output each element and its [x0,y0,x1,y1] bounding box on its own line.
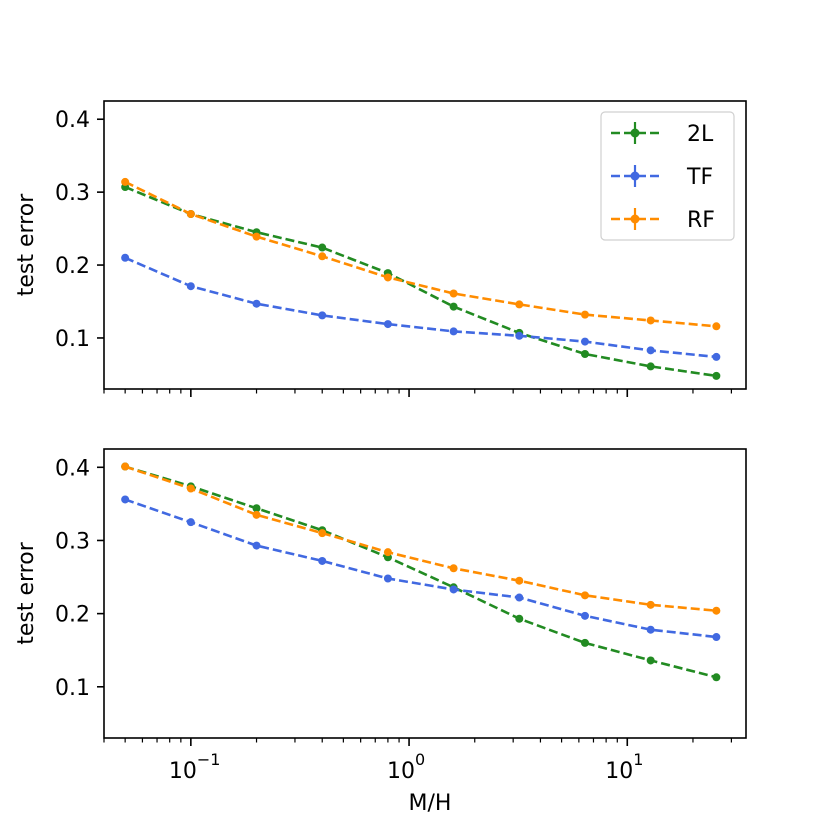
data-point [712,673,721,682]
data-point [186,210,195,219]
data-point [580,611,589,620]
y-tick-label: 0.1 [55,327,90,352]
data-point [252,299,261,308]
series-2l [121,183,721,380]
data-point [515,576,524,585]
data-point [712,322,721,331]
series-line [124,256,717,359]
series-2l [121,462,721,682]
data-point [580,310,589,319]
legend-item-rf: RF [611,208,715,233]
legend-item-2l: 2L [611,122,714,147]
data-point [515,331,524,340]
series-line [124,465,717,612]
data-point [712,371,721,380]
data-point [121,253,130,262]
data-point [580,591,589,600]
y-tick-label: 0.3 [55,181,90,206]
data-point [318,556,327,565]
data-point [646,316,655,325]
data-point [515,593,524,602]
x-tick-label-exponent: 1 [633,750,643,769]
legend: 2L TF RF [600,111,735,241]
data-point [121,495,130,504]
panel-1: 0.1 0.2 0.3 0.4 test error 2L TF RF [14,100,747,397]
data-point [712,606,721,615]
data-point [449,302,458,311]
y-tick-label: 0.1 [55,676,90,701]
data-point [186,518,195,527]
data-point [252,510,261,519]
x-tick-label: 10 [169,759,197,784]
data-point [252,232,261,241]
data-point [712,352,721,361]
data-point [449,289,458,298]
data-point [383,574,392,583]
data-point [186,484,195,493]
legend-marker [630,214,640,224]
data-point [646,625,655,634]
series-line [124,498,717,639]
x-tick-label: 10 [387,759,415,784]
y-tick-label: 0.2 [55,254,90,279]
series-rf [121,462,721,615]
legend-label: TF [686,165,713,190]
data-point [318,529,327,538]
data-point [449,585,458,594]
data-point [121,462,130,471]
data-point [186,282,195,291]
data-point [646,362,655,371]
legend-label: RF [687,208,715,233]
legend-label: 2L [687,122,714,147]
data-point [515,300,524,309]
data-point [712,633,721,642]
data-point [383,320,392,329]
data-point [646,656,655,665]
y-axis-label: test error [14,541,39,644]
data-point [383,273,392,282]
data-point [383,548,392,557]
series-line [124,180,717,328]
series-tf [121,253,721,361]
x-tick-label: 10 [605,759,633,784]
plot-frame [103,448,747,739]
legend-marker [630,128,640,138]
y-tick-label: 0.2 [55,603,90,628]
x-axis-label: M/H [409,791,452,816]
y-axis-label: test error [14,193,39,296]
x-tick-label-exponent: −1 [197,750,221,769]
series-line [124,465,717,679]
data-point [252,504,261,513]
data-point [580,638,589,647]
data-point [646,346,655,355]
data-point [252,541,261,550]
series-tf [121,495,721,642]
series-line [124,185,717,378]
data-point [515,614,524,623]
data-point [121,177,130,186]
data-point [580,337,589,346]
plot-frame [103,100,747,390]
y-tick-label: 0.4 [55,108,90,133]
data-point [580,350,589,359]
y-tick-label: 0.3 [55,529,90,554]
data-point [449,327,458,336]
x-tick-label-exponent: 0 [415,750,425,769]
data-point [318,311,327,320]
legend-marker [630,171,640,181]
data-point [449,564,458,573]
legend-item-tf: TF [611,165,713,190]
series-rf [121,177,721,331]
y-tick-label: 0.4 [55,456,90,481]
data-point [318,243,327,252]
data-point [646,600,655,609]
data-point [318,252,327,261]
